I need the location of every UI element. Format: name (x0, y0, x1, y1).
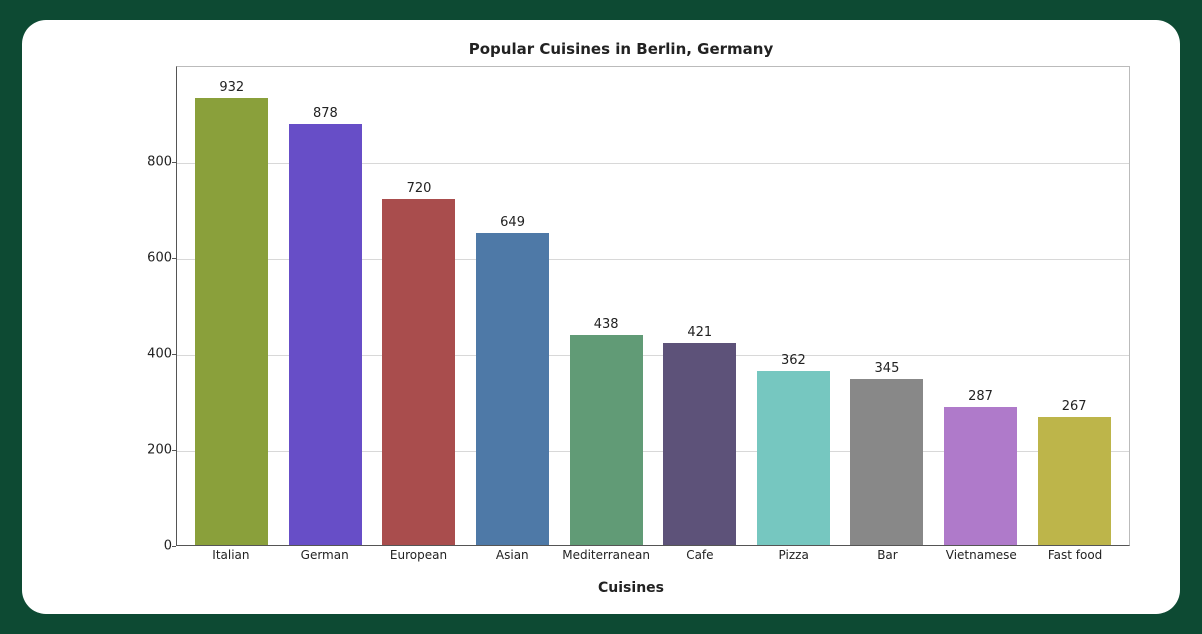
bar: 267 (1038, 417, 1111, 545)
bar-slot: 362 (747, 371, 841, 545)
chart-wrap: Total Restaurants Offering Cuisines 0200… (112, 66, 1140, 576)
y-tick-label: 200 (142, 443, 172, 458)
bar-value-label: 345 (875, 361, 900, 376)
bar-value-label: 720 (407, 181, 432, 196)
bar: 878 (289, 124, 362, 545)
bar-value-label: 878 (313, 106, 338, 121)
bar-slot: 878 (279, 124, 373, 545)
bar-slot: 649 (466, 233, 560, 545)
y-tick-label: 400 (142, 347, 172, 362)
x-tick-label: Bar (841, 548, 935, 562)
x-tick-label: Asian (465, 548, 559, 562)
chart-card: Popular Cuisines in Berlin, Germany Tota… (22, 20, 1180, 614)
x-axis-label: Cuisines (122, 580, 1140, 596)
bar-value-label: 932 (219, 80, 244, 95)
x-tick-label: Fast food (1028, 548, 1122, 562)
x-tick-label: Mediterranean (559, 548, 653, 562)
bar: 345 (850, 379, 923, 545)
bar-slot: 421 (653, 343, 747, 545)
x-tick-label: Pizza (747, 548, 841, 562)
bar-value-label: 649 (500, 215, 525, 230)
bar: 932 (195, 98, 268, 545)
bars-row: 932 878 720 649 438 421 362 345 287 267 (177, 67, 1129, 545)
bar: 362 (757, 371, 830, 545)
plot-area: 932 878 720 649 438 421 362 345 287 267 (176, 66, 1130, 546)
x-tick-label: Italian (184, 548, 278, 562)
bar-value-label: 362 (781, 353, 806, 368)
x-tick-label: European (372, 548, 466, 562)
x-tick-label: German (278, 548, 372, 562)
bar-slot: 438 (559, 335, 653, 545)
bar-slot: 287 (934, 407, 1028, 545)
bar-slot: 267 (1027, 417, 1121, 545)
bar: 649 (476, 233, 549, 545)
x-tick-label: Vietnamese (934, 548, 1028, 562)
bar: 421 (663, 343, 736, 545)
bar: 720 (382, 199, 455, 545)
bar-value-label: 267 (1062, 399, 1087, 414)
bar-value-label: 287 (968, 389, 993, 404)
bar-slot: 345 (840, 379, 934, 545)
bar-value-label: 438 (594, 317, 619, 332)
bar-slot: 932 (185, 98, 279, 545)
chart-title: Popular Cuisines in Berlin, Germany (102, 40, 1140, 58)
y-tick-label: 0 (142, 539, 172, 554)
x-tick-label: Cafe (653, 548, 747, 562)
y-tick-label: 600 (142, 251, 172, 266)
bar-value-label: 421 (687, 325, 712, 340)
bar: 438 (570, 335, 643, 545)
y-tick-label: 800 (142, 155, 172, 170)
bar: 287 (944, 407, 1017, 545)
bar-slot: 720 (372, 199, 466, 545)
y-tick-mark (172, 546, 176, 547)
x-ticks: ItalianGermanEuropeanAsianMediterraneanC… (176, 548, 1130, 562)
